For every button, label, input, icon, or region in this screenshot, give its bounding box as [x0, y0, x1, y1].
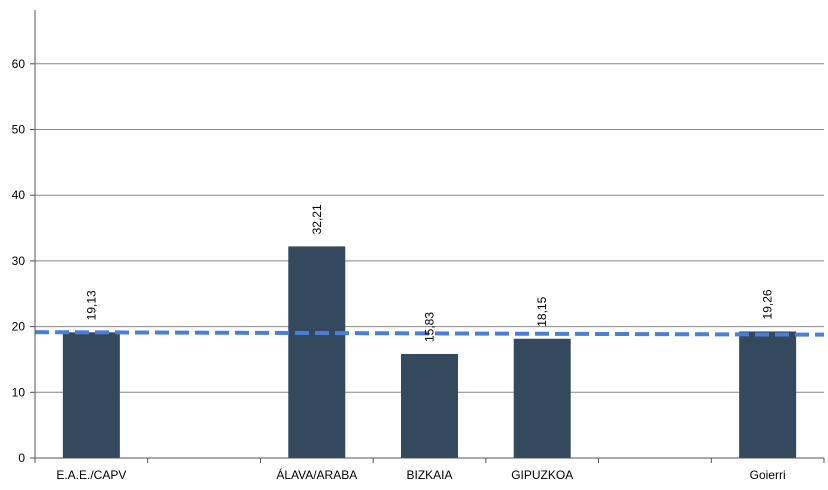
x-tick-label: GIPUZKOA	[511, 468, 573, 482]
axes	[34, 10, 825, 463]
y-tick-label: 40	[12, 188, 26, 202]
y-tick-label: 50	[12, 123, 26, 137]
data-label: 19,13	[84, 290, 98, 320]
bar-3	[401, 353, 458, 458]
bar-4	[513, 338, 571, 458]
bar-6	[739, 331, 797, 458]
y-tick-label: 60	[12, 57, 26, 71]
x-tick-label: BIZKAIA	[406, 468, 452, 482]
y-tick-label: 20	[12, 320, 26, 334]
bar-2	[288, 246, 346, 458]
bars	[62, 246, 797, 458]
bar-0	[62, 332, 120, 458]
y-tick-label: 10	[12, 385, 26, 399]
y-tick-labels: 0 10 20 30 40 50 60	[12, 57, 26, 465]
data-label: 18,15	[535, 296, 549, 326]
data-label: 19,26	[761, 289, 775, 319]
x-tick-label: Goierri	[750, 468, 786, 482]
reference-line-group	[34, 330, 825, 337]
y-tick-label: 0	[18, 451, 25, 465]
data-label: 15,83	[423, 312, 437, 342]
x-tick-labels: E.A.E./CAPV ÁLAVA/ARABA BIZKAIA GIPUZKOA Goi…	[56, 467, 785, 482]
reference-line	[34, 330, 825, 337]
data-labels: 19,13 32,21 15,83 18,15 19,26	[84, 204, 774, 342]
x-tick-label: E.A.E./CAPV	[56, 468, 126, 482]
data-label: 32,21	[310, 204, 324, 234]
y-tick-label: 30	[12, 254, 26, 268]
x-tick-label: ÁLAVA/ARABA	[276, 467, 357, 482]
gridlines	[30, 63, 824, 459]
